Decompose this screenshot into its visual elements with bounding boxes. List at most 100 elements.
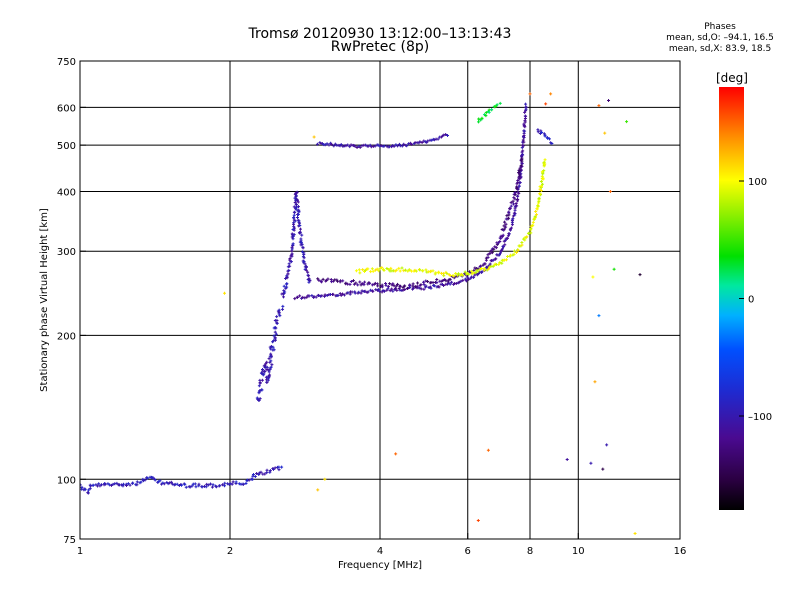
x-tick-label: 2 <box>227 546 233 557</box>
data-point <box>502 224 506 228</box>
data-point <box>97 482 101 486</box>
data-point <box>330 280 334 284</box>
data-point <box>388 289 392 293</box>
data-point <box>326 277 330 281</box>
data-point <box>272 334 276 338</box>
data-point <box>290 245 294 249</box>
data-point <box>358 271 362 275</box>
data-point <box>476 518 480 522</box>
data-point <box>484 265 488 269</box>
data-point <box>478 265 482 269</box>
data-point <box>325 142 329 146</box>
data-point <box>200 485 204 489</box>
y-tick-label: 500 <box>57 141 76 152</box>
data-point <box>503 239 507 243</box>
data-point <box>303 296 307 300</box>
y-tick-label: 75 <box>63 535 76 546</box>
data-point <box>548 137 552 141</box>
data-point <box>536 204 540 208</box>
data-point <box>432 138 436 142</box>
data-point <box>273 330 277 334</box>
data-point <box>355 146 359 150</box>
phases-legend: Phases mean, sd,O: –94.1, 16.5 mean, sd,… <box>660 22 780 55</box>
data-point <box>244 481 248 485</box>
data-point <box>211 483 215 487</box>
data-point <box>303 262 307 266</box>
data-point <box>477 117 481 121</box>
data-point <box>272 339 276 343</box>
data-point <box>265 468 269 472</box>
data-point <box>509 204 513 208</box>
data-point <box>435 278 439 282</box>
data-point <box>394 452 398 456</box>
data-point <box>323 294 327 298</box>
data-point <box>494 246 498 250</box>
data-point <box>360 289 364 293</box>
data-point <box>487 267 491 271</box>
data-point <box>354 269 358 273</box>
data-point <box>422 283 426 287</box>
data-point <box>321 277 325 281</box>
data-point <box>419 287 423 291</box>
data-point <box>419 283 423 287</box>
data-point <box>391 289 395 293</box>
data-point <box>396 282 400 286</box>
data-point <box>473 273 477 277</box>
data-point <box>296 200 300 204</box>
data-point <box>517 170 521 174</box>
data-point <box>317 294 321 298</box>
data-point <box>536 130 540 134</box>
data-point <box>441 278 445 282</box>
data-point <box>434 271 438 275</box>
data-point <box>418 140 422 144</box>
data-point <box>493 245 497 249</box>
data-point <box>534 213 538 217</box>
x-tick-label: 6 <box>465 546 471 557</box>
data-point <box>275 321 279 325</box>
y-tick-label: 400 <box>57 187 76 198</box>
data-point <box>400 144 404 148</box>
y-tick-label: 600 <box>57 103 76 114</box>
data-point <box>543 158 547 162</box>
data-point <box>489 108 493 112</box>
data-point <box>301 245 305 249</box>
data-point <box>289 260 293 264</box>
data-point <box>452 274 456 278</box>
data-point <box>273 338 277 342</box>
colorbar-tick-label: –100 <box>748 412 772 423</box>
data-point <box>190 484 194 488</box>
data-point <box>307 277 311 281</box>
data-point <box>498 240 502 244</box>
data-point <box>540 174 544 178</box>
data-point <box>461 273 465 277</box>
data-point <box>535 207 539 211</box>
data-point <box>484 111 488 115</box>
data-point <box>589 461 593 465</box>
data-point <box>194 485 198 489</box>
data-point <box>360 282 364 286</box>
data-point <box>470 272 474 276</box>
data-point <box>486 448 490 452</box>
data-point <box>241 483 245 487</box>
data-point <box>405 144 409 148</box>
data-point <box>422 287 426 291</box>
data-point <box>282 284 286 288</box>
data-point <box>484 256 488 260</box>
data-point <box>100 483 104 487</box>
data-point <box>260 388 264 392</box>
data-point <box>86 491 90 495</box>
data-point <box>507 232 511 236</box>
data-point <box>184 485 188 489</box>
data-point <box>320 280 324 284</box>
data-point <box>348 145 352 149</box>
data-point <box>532 217 536 221</box>
data-point <box>477 272 481 276</box>
data-point <box>306 270 310 274</box>
data-point <box>285 282 289 286</box>
data-point <box>390 287 394 291</box>
data-point <box>188 485 192 489</box>
data-point <box>378 266 382 270</box>
data-point <box>379 144 383 148</box>
chart-title: Tromsø 20120930 13:12:00–13:13:43 <box>248 26 512 42</box>
data-point <box>257 391 261 395</box>
